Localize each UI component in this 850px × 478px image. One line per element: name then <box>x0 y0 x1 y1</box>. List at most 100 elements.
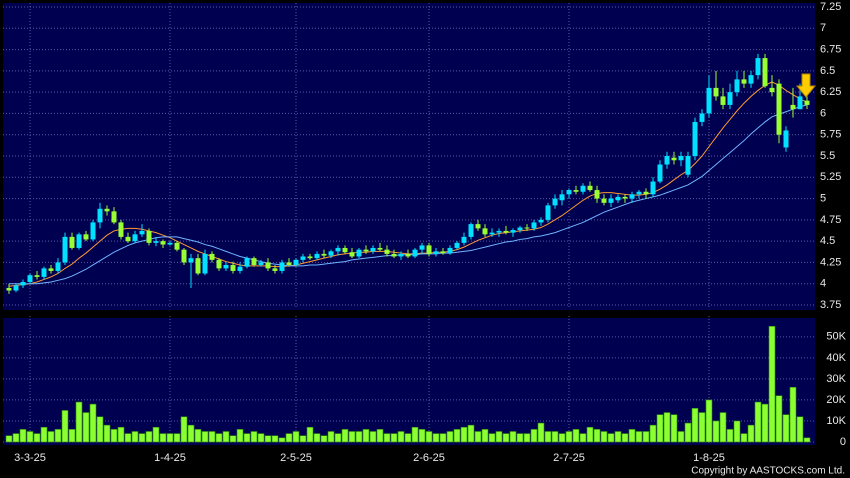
volume-bar <box>369 431 377 443</box>
candle-body <box>650 181 656 195</box>
volume-bar <box>628 429 636 443</box>
candle-body <box>755 58 761 76</box>
volume-bar <box>481 429 489 443</box>
volume-bar <box>5 435 13 443</box>
candle-body <box>195 258 201 274</box>
volume-bar <box>733 420 741 443</box>
volume-bar <box>75 401 83 443</box>
volume-bar <box>131 431 139 443</box>
volume-bar <box>425 431 433 443</box>
candle-body <box>384 249 390 254</box>
volume-bar <box>334 433 342 443</box>
candle-body <box>461 236 467 243</box>
candle-body <box>265 262 271 269</box>
x-tick-label: 2-5-25 <box>280 452 312 464</box>
candle-body <box>230 264 236 271</box>
candle-body <box>111 211 117 223</box>
volume-bar <box>180 416 188 443</box>
candle-body <box>307 256 313 259</box>
x-tick-label: 1-4-25 <box>154 452 186 464</box>
volume-bar <box>110 429 118 443</box>
volume-bar <box>516 433 524 443</box>
y-tick-label: 7 <box>820 22 826 34</box>
candle-body <box>216 259 222 269</box>
volume-bar <box>145 431 153 443</box>
candle-body <box>552 198 558 206</box>
candle-body <box>510 230 516 233</box>
candle-body <box>475 224 481 229</box>
candle-body <box>202 253 208 274</box>
volume-bar <box>565 431 573 443</box>
candle-body <box>34 275 40 277</box>
candle-body <box>790 104 796 110</box>
candle-body <box>272 268 278 271</box>
volume-bar <box>460 426 468 443</box>
candle-body <box>783 130 789 148</box>
candle-body <box>209 253 215 260</box>
candle-body <box>776 83 782 135</box>
volume-bar <box>117 426 125 443</box>
candle-body <box>6 287 12 291</box>
candle-body <box>76 234 82 248</box>
candle-body <box>125 236 131 242</box>
volume-bar <box>586 426 594 443</box>
candle-body <box>20 282 26 286</box>
volume-bar <box>705 399 713 443</box>
candle-body <box>601 198 607 203</box>
volume-bar <box>341 429 349 443</box>
candle-body <box>104 208 110 212</box>
candle-body <box>132 234 138 242</box>
candle-body <box>181 249 187 263</box>
candle-body <box>580 185 586 192</box>
volume-bar <box>404 433 412 443</box>
volume-bar <box>208 431 216 443</box>
candle-body <box>769 87 775 93</box>
volume-bar <box>201 431 209 443</box>
volume-bar <box>229 435 237 443</box>
volume-bar <box>656 414 664 443</box>
candle-body <box>188 258 194 263</box>
y-tick-label: 40K <box>826 352 846 364</box>
candle-body <box>118 222 124 237</box>
volume-bar <box>712 420 720 443</box>
y-tick-label: 0 <box>840 436 846 448</box>
volume-bar <box>327 431 335 443</box>
volume-bar <box>614 431 622 443</box>
volume-bar <box>453 429 461 443</box>
volume-bar <box>68 429 76 443</box>
volume-bar <box>677 431 685 443</box>
volume-bar <box>187 424 195 443</box>
volume-bar <box>159 433 167 443</box>
volume-bar <box>649 424 657 443</box>
volume-bar <box>397 431 405 443</box>
volume-bar <box>152 426 160 443</box>
volume-bar <box>299 435 307 443</box>
candle-body <box>517 227 523 231</box>
volume-bar <box>376 429 384 443</box>
volume-bar <box>173 433 181 443</box>
candle-body <box>643 191 649 195</box>
volume-bar <box>285 433 293 443</box>
candle-body <box>748 75 754 84</box>
candle-body <box>566 190 572 195</box>
candle-body <box>363 249 369 252</box>
candle-body <box>356 249 362 257</box>
volume-bar <box>257 433 265 443</box>
candle-body <box>454 242 460 248</box>
volume-bar <box>789 387 797 443</box>
y-tick-label: 4.75 <box>820 214 841 226</box>
candle-body <box>48 268 54 271</box>
volume-bar <box>61 410 69 443</box>
volume-bar <box>89 403 97 443</box>
volume-bar <box>26 431 34 443</box>
volume-bar <box>348 431 356 443</box>
volume-bar <box>320 435 328 443</box>
volume-bar <box>747 424 755 443</box>
volume-bar <box>530 429 538 443</box>
volume-bar <box>775 395 783 443</box>
candle-body <box>678 156 684 161</box>
candle-body <box>300 256 306 260</box>
volume-bar <box>355 431 363 443</box>
candle-body <box>524 227 530 229</box>
candle-body <box>62 236 68 263</box>
